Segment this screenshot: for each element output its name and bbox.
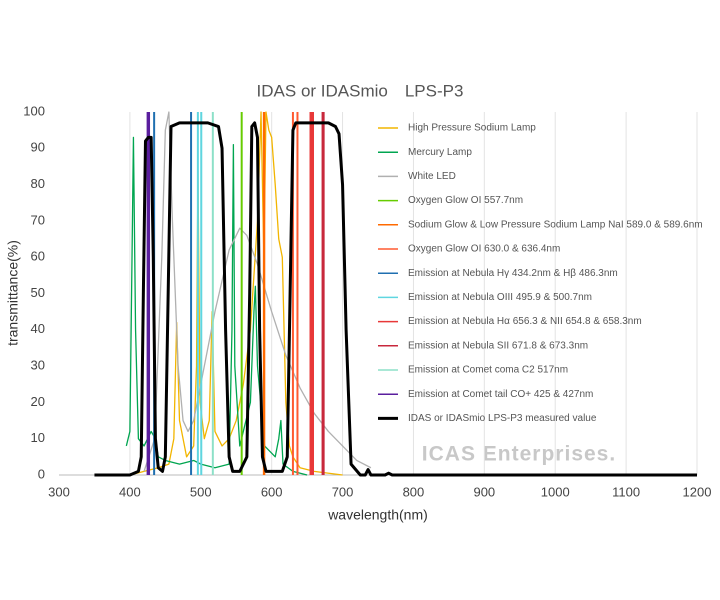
y-tick-label: 80	[31, 176, 45, 191]
series-line	[129, 111, 343, 476]
legend-label: Mercury Lamp	[408, 147, 472, 158]
x-tick-label: 400	[119, 484, 141, 499]
x-tick-label: 700	[332, 484, 354, 499]
x-tick-label: 1000	[541, 484, 570, 499]
legend-label: Emission at Nebula SII 671.8 & 673.3nm	[408, 340, 588, 351]
legend-label: Emission at Comet coma C2 517nm	[408, 365, 568, 376]
x-axis-label: wavelength(nm)	[327, 507, 428, 523]
watermark: ICAS Enterprises.	[422, 443, 616, 466]
series-line	[143, 111, 372, 472]
y-tick-label: 10	[31, 430, 45, 445]
y-tick-label: 60	[31, 249, 45, 264]
y-tick-label: 0	[38, 466, 45, 481]
legend-label: Emission at Nebula Hγ 434.2nm & Hβ 486.3…	[408, 268, 618, 279]
x-tick-label: 1200	[683, 484, 712, 499]
x-tick-label: 300	[48, 484, 70, 499]
legend-label: Emission at Nebula Hα 656.3 & NII 654.8 …	[408, 316, 642, 327]
chart-title: IDAS or IDASmio LPS-P3	[257, 81, 464, 100]
y-tick-label: 90	[31, 140, 45, 155]
y-tick-label: 100	[23, 103, 45, 118]
legend-label: Emission at Nebula OIII 495.9 & 500.7nm	[408, 292, 592, 303]
legend-label: Sodium Glow & Low Pressure Sodium Lamp N…	[408, 219, 703, 230]
legend-label: Oxygen Glow OI 557.7nm	[408, 195, 523, 206]
x-tick-label: 500	[190, 484, 212, 499]
x-tick-label: 600	[261, 484, 283, 499]
legend-label: Emission at Comet tail CO+ 425 & 427nm	[408, 389, 593, 400]
y-tick-label: 20	[31, 394, 45, 409]
series-line	[125, 136, 308, 476]
y-axis-label: transmittance(%)	[5, 240, 21, 346]
legend-label: Oxygen Glow OI 630.0 & 636.4nm	[408, 244, 560, 255]
y-tick-label: 50	[31, 285, 45, 300]
y-tick-label: 30	[31, 358, 45, 373]
series-line	[94, 121, 697, 477]
y-tick-label: 40	[31, 321, 45, 336]
legend-label: IDAS or IDASmio LPS-P3 measured value	[408, 413, 597, 424]
legend-label: White LED	[408, 171, 456, 182]
x-tick-label: 900	[473, 484, 495, 499]
x-tick-label: 800	[403, 484, 425, 499]
x-tick-label: 1100	[612, 484, 640, 499]
legend-label: High Pressure Sodium Lamp	[408, 123, 536, 134]
y-tick-label: 70	[31, 212, 45, 227]
